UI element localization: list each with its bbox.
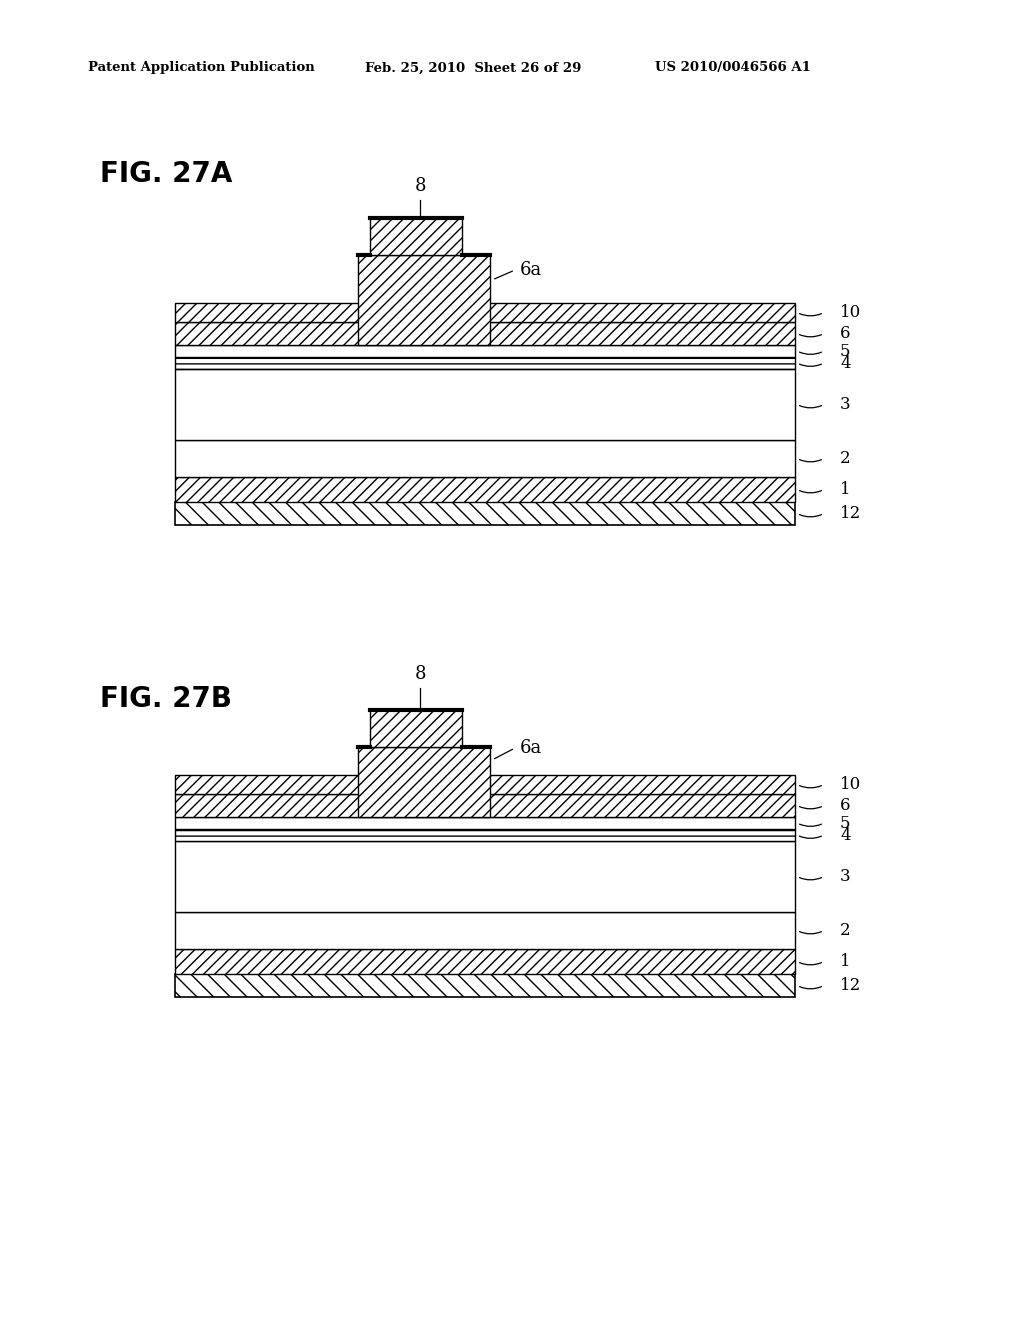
Text: FIG. 27B: FIG. 27B — [100, 685, 232, 713]
Bar — [175, 345, 795, 356]
Bar — [175, 477, 795, 502]
Bar — [175, 795, 795, 817]
Bar — [175, 440, 795, 477]
Bar — [370, 710, 462, 747]
Bar — [358, 747, 490, 817]
Bar — [370, 218, 462, 255]
Bar — [175, 841, 795, 912]
Text: 1: 1 — [840, 953, 851, 970]
Text: 6: 6 — [840, 797, 851, 814]
Text: 8: 8 — [415, 177, 426, 195]
Bar — [175, 304, 795, 322]
Text: 4: 4 — [840, 826, 851, 843]
Bar — [175, 356, 795, 370]
Text: 10: 10 — [840, 304, 861, 321]
Bar — [175, 829, 795, 841]
Text: 12: 12 — [840, 506, 861, 521]
Bar — [175, 502, 795, 525]
Text: 2: 2 — [840, 921, 851, 939]
Text: US 2010/0046566 A1: US 2010/0046566 A1 — [655, 62, 811, 74]
Text: 6a: 6a — [520, 739, 543, 756]
Text: Feb. 25, 2010  Sheet 26 of 29: Feb. 25, 2010 Sheet 26 of 29 — [365, 62, 582, 74]
Text: 10: 10 — [840, 776, 861, 793]
Bar — [175, 775, 795, 795]
Text: 8: 8 — [415, 665, 426, 682]
Text: 12: 12 — [840, 977, 861, 994]
Text: 5: 5 — [840, 342, 851, 359]
Text: 1: 1 — [840, 480, 851, 498]
Text: 6: 6 — [840, 325, 851, 342]
Bar — [175, 370, 795, 440]
Text: 3: 3 — [840, 396, 851, 413]
Text: 6a: 6a — [520, 261, 543, 279]
Text: 3: 3 — [840, 869, 851, 884]
Bar — [175, 817, 795, 829]
Bar — [175, 322, 795, 345]
Bar — [175, 949, 795, 974]
Text: 5: 5 — [840, 814, 851, 832]
Bar — [175, 912, 795, 949]
Bar — [358, 255, 490, 345]
Text: 4: 4 — [840, 355, 851, 371]
Text: FIG. 27A: FIG. 27A — [100, 160, 232, 187]
Text: 2: 2 — [840, 450, 851, 467]
Bar — [175, 974, 795, 997]
Text: Patent Application Publication: Patent Application Publication — [88, 62, 314, 74]
